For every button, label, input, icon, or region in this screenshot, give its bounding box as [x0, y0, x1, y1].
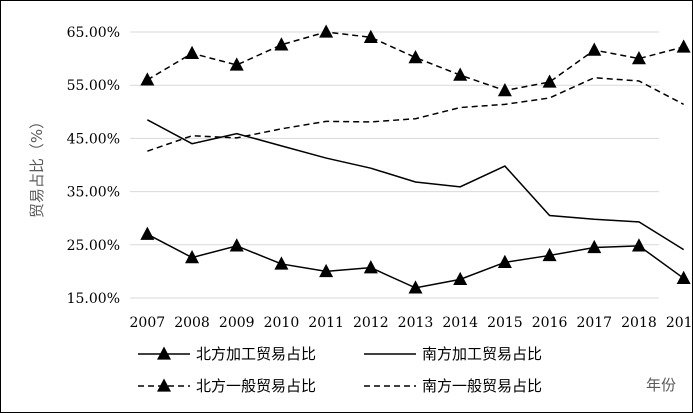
series-line: [147, 76, 685, 152]
data-point-marker: [363, 29, 378, 43]
data-point-marker: [497, 254, 512, 269]
x-tick-label: 2013: [398, 315, 434, 331]
data-point-marker: [408, 280, 423, 294]
x-tick-label: 2009: [219, 315, 255, 331]
data-point-marker: [319, 263, 334, 278]
x-tick-label: 2019: [666, 315, 692, 331]
data-point-marker: [587, 42, 602, 56]
data-point-marker: [408, 49, 423, 64]
legend-item: 南方一般贸易占比: [364, 377, 542, 395]
series-group: [140, 24, 691, 294]
y-tick-labels: 15.00% 25.00% 35.00% 45.00% 55.00% 65.00%: [67, 25, 120, 307]
legend-marker: [157, 378, 171, 392]
x-axis-title: 年份: [646, 376, 676, 394]
y-tick-label: 65.00%: [67, 25, 120, 41]
x-tick-label: 2010: [264, 315, 300, 331]
legend-marker: [157, 346, 171, 360]
data-point-marker: [542, 74, 557, 88]
x-tick-label: 2011: [308, 315, 344, 331]
data-point-marker: [453, 67, 468, 81]
x-tick-label: 2014: [442, 315, 478, 331]
data-point-marker: [140, 226, 155, 240]
data-point-marker: [631, 51, 646, 65]
data-point-marker: [229, 238, 244, 252]
data-point-marker: [229, 57, 244, 71]
y-tick-label: 15.00%: [67, 291, 120, 307]
x-tick-label: 2016: [532, 315, 568, 331]
legend-item: 北方一般贸易占比: [138, 377, 316, 395]
data-point-marker: [140, 72, 155, 86]
x-tick-label: 2018: [621, 315, 657, 331]
data-point-marker: [497, 82, 512, 97]
series-line: [146, 233, 685, 289]
series-line: [146, 119, 685, 251]
data-point-marker: [274, 37, 289, 51]
data-point-marker: [185, 250, 200, 264]
legend-item: 南方加工贸易占比: [364, 345, 542, 363]
legend-item: 北方加工贸易占比: [138, 345, 316, 363]
data-point-marker: [542, 247, 557, 262]
data-point-marker: [587, 239, 602, 254]
y-tick-label: 55.00%: [67, 78, 120, 94]
y-tick-label: 25.00%: [67, 238, 120, 254]
x-tick-labels: 2007 2008 2009 2010 2011 2012 2013 2014 2015 2016…: [130, 315, 692, 331]
x-tick-label: 2008: [174, 315, 210, 331]
y-tick-label: 45.00%: [67, 131, 120, 147]
legend-label: 南方一般贸易占比: [422, 377, 542, 395]
y-tick-label: 35.00%: [67, 185, 120, 201]
data-point-marker: [453, 271, 468, 286]
x-tick-label: 2017: [576, 315, 612, 331]
x-tick-label: 2007: [130, 315, 166, 331]
gridlines: [130, 31, 659, 299]
y-axis-title: 贸易占比（%）: [28, 114, 46, 218]
data-point-marker: [631, 238, 646, 252]
data-point-marker: [676, 39, 691, 53]
data-point-marker: [319, 24, 334, 38]
legend-label: 南方加工贸易占比: [422, 345, 542, 363]
data-point-marker: [274, 256, 289, 270]
data-point-marker: [363, 260, 378, 274]
data-point-marker: [185, 45, 200, 59]
x-tick-label: 2015: [487, 315, 523, 331]
legend-label: 北方加工贸易占比: [196, 345, 316, 363]
x-tick-label: 2012: [353, 315, 389, 331]
legend-label: 北方一般贸易占比: [196, 377, 316, 395]
data-point-marker: [676, 270, 691, 284]
